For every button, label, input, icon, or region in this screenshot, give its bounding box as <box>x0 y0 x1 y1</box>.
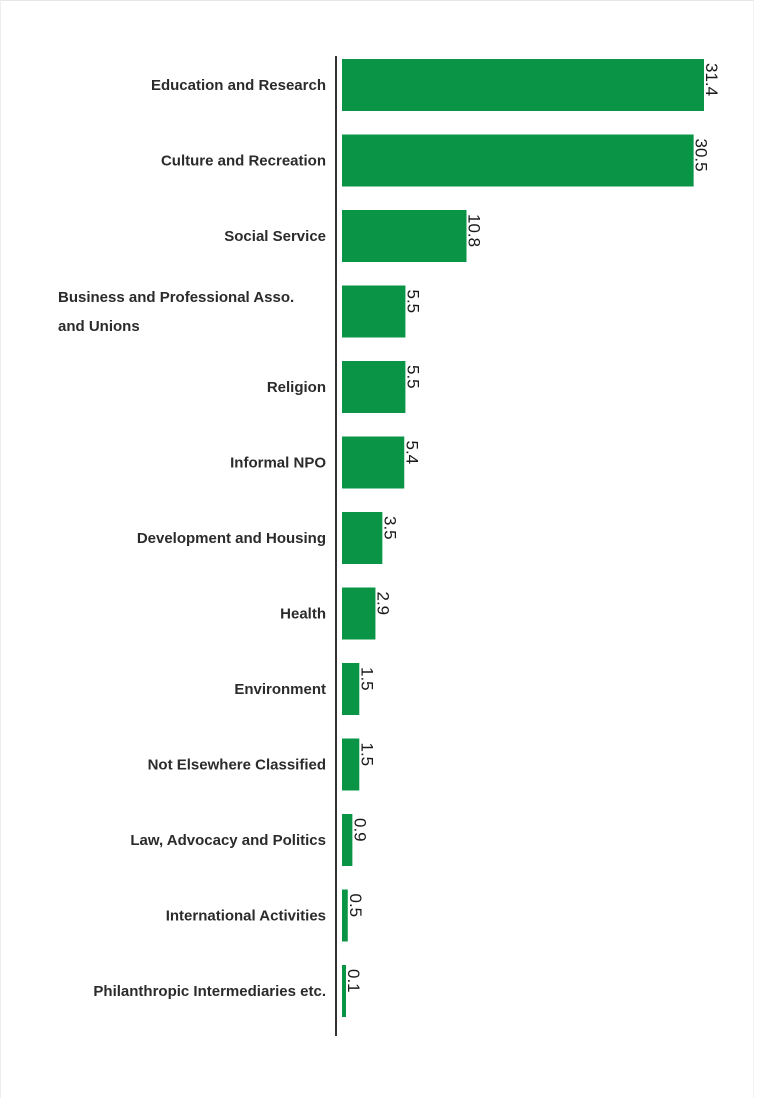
value-label-0: 31.4 <box>702 63 721 96</box>
value-labels-group: 31.4 30.5 10.8 5.5 5.5 5.4 3.5 2.9 1.5 1.5 0.9 0.5 0… <box>344 63 721 993</box>
category-label-9: Not Elsewhere Classified <box>148 757 326 774</box>
bar-5 <box>342 436 405 489</box>
value-label-7: 2.9 <box>373 592 392 616</box>
bar-9 <box>342 738 360 791</box>
bars-group <box>342 59 704 1017</box>
category-label-2: Social Service <box>224 228 326 245</box>
category-label-12: Philanthropic Intermediaries etc. <box>93 983 326 1000</box>
bar-2 <box>342 210 467 262</box>
bar-1 <box>342 134 694 187</box>
bar-11 <box>342 889 348 942</box>
value-label-9: 1.5 <box>357 743 376 767</box>
category-label-11: International Activities <box>166 908 326 925</box>
category-label-10: Law, Advocacy and Politics <box>130 832 326 849</box>
bar-8 <box>342 663 360 715</box>
value-label-5: 5.4 <box>402 441 421 465</box>
value-label-10: 0.9 <box>350 818 369 842</box>
bar-10 <box>342 814 353 866</box>
value-label-3: 5.5 <box>403 290 422 314</box>
category-label-1: Culture and Recreation <box>161 153 326 170</box>
value-label-12: 0.1 <box>344 969 363 993</box>
bar-0 <box>342 59 704 111</box>
bar-6 <box>342 512 383 564</box>
category-label-4: Religion <box>267 379 326 396</box>
value-label-2: 10.8 <box>465 214 484 247</box>
category-label-7: Health <box>280 606 326 623</box>
value-label-8: 1.5 <box>357 667 376 691</box>
category-labels-group: Education and Research Culture and Recrea… <box>58 77 326 1000</box>
bar-7 <box>342 587 376 640</box>
value-label-4: 5.5 <box>403 365 422 389</box>
category-label-8: Environment <box>234 681 326 698</box>
category-label-3: Business and Professional Asso. and Union… <box>58 289 294 335</box>
value-label-6: 3.5 <box>380 516 399 540</box>
value-label-1: 30.5 <box>692 139 711 172</box>
bar-3 <box>342 285 406 338</box>
category-label-5: Informal NPO <box>230 455 326 472</box>
category-label-0: Education and Research <box>151 77 326 94</box>
bar-4 <box>342 361 406 413</box>
category-label-6: Development and Housing <box>137 530 326 547</box>
bar-12 <box>342 965 346 1017</box>
value-label-11: 0.5 <box>346 894 365 918</box>
